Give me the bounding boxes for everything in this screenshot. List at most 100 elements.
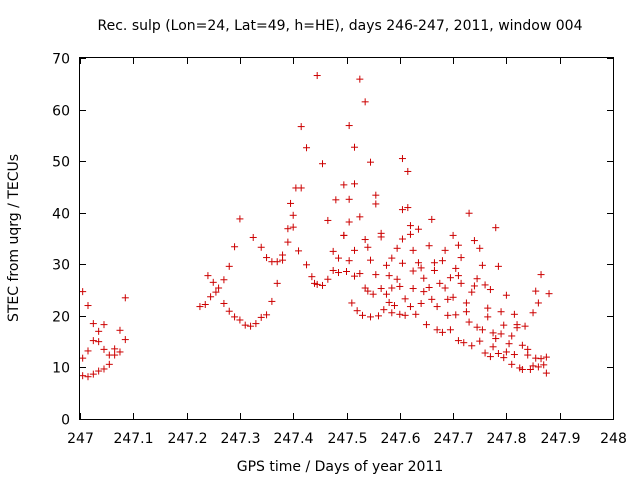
data-point	[345, 257, 353, 265]
data-point	[409, 267, 417, 275]
data-point	[382, 290, 390, 298]
data-point	[468, 288, 476, 296]
x-tick-label: 247.1	[113, 431, 153, 447]
data-point	[444, 295, 452, 303]
x-tick-label: 247.2	[167, 431, 207, 447]
data-point	[329, 247, 337, 255]
data-point	[89, 370, 97, 378]
y-tick-label: 50	[52, 155, 70, 171]
data-point	[457, 254, 465, 262]
y-tick: 40	[52, 207, 613, 223]
data-point	[398, 235, 406, 243]
data-point	[249, 233, 257, 241]
data-point	[350, 143, 358, 151]
data-point	[100, 345, 108, 353]
data-point	[486, 286, 494, 294]
data-point	[225, 307, 233, 315]
data-point	[100, 321, 108, 329]
data-point	[273, 279, 281, 287]
data-point	[356, 270, 364, 278]
data-point	[257, 313, 265, 321]
data-point	[406, 230, 414, 238]
data-point	[524, 351, 532, 359]
y-tick: 60	[52, 104, 613, 120]
data-point	[388, 284, 396, 292]
data-point	[263, 254, 271, 262]
data-point	[510, 310, 518, 318]
data-point	[89, 337, 97, 345]
data-point	[457, 279, 465, 287]
data-point	[406, 222, 414, 230]
data-point	[526, 365, 534, 373]
data-point	[116, 348, 124, 356]
data-point	[449, 231, 457, 239]
data-point	[422, 321, 430, 329]
data-point	[502, 348, 510, 356]
x-tick-label: 247.5	[327, 431, 367, 447]
data-point	[361, 236, 369, 244]
data-point	[518, 341, 526, 349]
data-point	[441, 246, 449, 254]
data-point	[95, 367, 103, 375]
data-point	[236, 215, 244, 223]
data-point	[369, 290, 377, 298]
x-tick: 247.8	[486, 58, 527, 447]
x-tick-label: 247.8	[486, 431, 526, 447]
data-point	[444, 311, 452, 319]
data-point	[358, 311, 366, 319]
data-point	[497, 308, 505, 316]
data-point	[377, 285, 385, 293]
data-point	[412, 310, 420, 318]
data-point	[372, 191, 380, 199]
data-point	[332, 196, 340, 204]
data-point	[350, 246, 358, 254]
data-point	[279, 251, 287, 259]
data-point	[308, 273, 316, 281]
y-tick: 50	[52, 155, 613, 171]
data-point	[364, 243, 372, 251]
data-point	[452, 264, 460, 272]
data-point	[481, 281, 489, 289]
x-tick: 247	[67, 58, 94, 447]
data-point	[366, 158, 374, 166]
data-point	[521, 322, 529, 330]
data-point	[220, 276, 228, 284]
data-point	[385, 272, 393, 280]
data-point	[409, 246, 417, 254]
data-point	[428, 295, 436, 303]
data-point	[340, 181, 348, 189]
x-tick-label: 248	[600, 431, 627, 447]
data-point	[335, 254, 343, 262]
data-point	[494, 350, 502, 358]
data-point	[207, 293, 215, 301]
data-point	[89, 320, 97, 328]
data-point	[542, 353, 550, 361]
data-point	[295, 247, 303, 255]
y-tick: 0	[61, 413, 613, 429]
data-point	[396, 282, 404, 290]
data-point	[343, 268, 350, 276]
data-point	[398, 155, 406, 163]
data-point	[231, 313, 239, 321]
data-point	[454, 337, 462, 345]
data-point	[79, 372, 87, 380]
data-point	[529, 309, 537, 317]
data-point	[297, 184, 305, 192]
data-point	[329, 266, 337, 274]
data-point	[436, 279, 444, 287]
data-point	[417, 264, 425, 272]
data-point	[398, 259, 406, 267]
data-point	[465, 318, 473, 326]
data-point	[508, 332, 516, 340]
chart-title: Rec. sulp (Lon=24, Lat=49, h=HE), days 2…	[98, 18, 583, 34]
data-point	[484, 304, 492, 312]
data-point	[404, 167, 412, 175]
data-point	[84, 347, 92, 355]
data-point	[324, 275, 332, 283]
data-point	[414, 225, 422, 233]
data-point	[468, 342, 476, 350]
y-tick: 10	[52, 361, 613, 377]
data-point	[356, 213, 364, 221]
data-point	[454, 272, 462, 280]
data-point	[502, 291, 510, 299]
